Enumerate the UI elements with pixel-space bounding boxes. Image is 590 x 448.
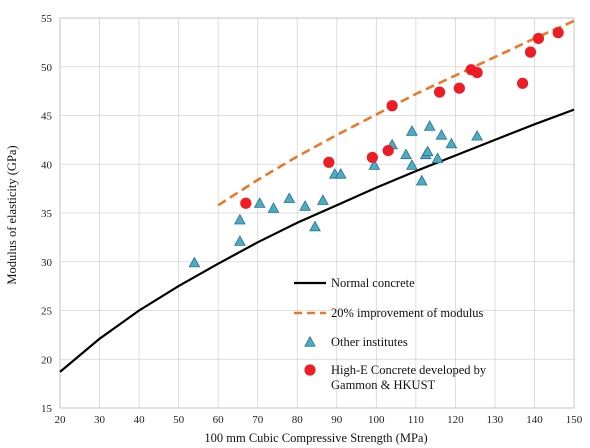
x-tick-label: 70 — [252, 414, 264, 426]
other-institutes-point — [471, 129, 483, 141]
y-tick-label: 25 — [41, 306, 53, 318]
high-e-concrete-point — [471, 67, 483, 79]
other-institutes-point — [423, 120, 436, 131]
high-e-concrete-point — [552, 27, 564, 39]
legend-label: Normal concrete — [331, 276, 415, 290]
other-institutes-point — [445, 137, 458, 149]
x-tick-label: 60 — [213, 414, 225, 426]
high-e-concrete-point — [524, 46, 537, 58]
high-e-concrete-point — [433, 86, 446, 98]
other-institutes-point — [415, 174, 428, 186]
high-e-concrete-point — [323, 156, 335, 168]
other-institutes-point — [283, 192, 296, 203]
other-institutes-point — [267, 202, 280, 213]
x-tick-label: 90 — [331, 414, 343, 426]
y-tick-label: 55 — [41, 13, 53, 25]
x-axis-title: 100 mm Cubic Compressive Strength (MPa) — [204, 431, 427, 445]
other-institutes-point — [406, 159, 418, 170]
x-tick-label: 140 — [526, 414, 543, 426]
other-institutes-point — [234, 213, 246, 225]
legend-label: Other institutes — [331, 335, 408, 349]
plot-area-frame — [59, 17, 575, 409]
x-tick-label: 50 — [173, 414, 185, 426]
other-institutes-point — [406, 125, 418, 136]
y-axis-tick-labels: 15 20 25 30 35 40 45 50 55 — [41, 13, 53, 415]
x-tick-label: 120 — [447, 414, 464, 426]
y-tick-label: 15 — [41, 403, 53, 415]
other-institutes-point — [317, 194, 329, 205]
legend-label: 20% improvement of modulus — [331, 306, 484, 320]
legend-label: High-E Concrete developed by — [331, 363, 487, 377]
high-e-concrete-point — [382, 145, 394, 157]
y-tick-label: 35 — [41, 208, 53, 220]
x-tick-label: 150 — [566, 414, 583, 426]
x-tick-label: 40 — [134, 414, 146, 426]
legend-key-high-e-concrete — [304, 364, 316, 376]
x-tick-label: 80 — [292, 414, 304, 426]
other-institutes-point — [368, 159, 381, 170]
x-tick-label: 130 — [487, 414, 504, 426]
other-institutes-point — [188, 256, 201, 268]
other-institutes-point — [334, 167, 347, 179]
x-tick-label: 110 — [408, 414, 425, 426]
y-tick-label: 50 — [41, 62, 53, 74]
other-institutes-point — [400, 148, 412, 160]
other-institutes-point — [309, 220, 321, 232]
high-e-concrete-point — [453, 82, 465, 94]
x-axis-tick-labels: 20 30 40 50 60 70 80 90 100 110 120 130 140 150 — [55, 414, 583, 426]
x-tick-label: 30 — [94, 414, 106, 426]
high-e-concrete-point — [366, 151, 378, 164]
high-e-concrete-point — [517, 77, 529, 89]
other-institutes-point — [234, 235, 246, 246]
y-tick-label: 20 — [41, 354, 53, 366]
legend: Normal concrete 20% improvement of modulu… — [294, 276, 487, 392]
high-e-concrete-point — [532, 32, 545, 45]
legend-label: Gammon & HKUST — [331, 378, 436, 392]
high-e-concrete-point — [240, 197, 252, 209]
x-tick-label: 20 — [55, 414, 67, 426]
y-tick-label: 45 — [41, 111, 53, 123]
y-tick-label: 30 — [41, 257, 53, 269]
other-institutes-point — [431, 152, 444, 164]
series-markers — [188, 27, 564, 268]
x-tick-label: 100 — [368, 414, 385, 426]
normal-concrete-curve — [59, 108, 575, 373]
y-axis-title: Modulus of elasticity (GPa) — [5, 145, 19, 284]
other-institutes-point — [253, 197, 266, 208]
legend-key-other-institutes — [304, 335, 316, 347]
other-institutes-point — [435, 128, 448, 140]
high-e-concrete-point — [386, 100, 398, 112]
y-tick-label: 40 — [41, 159, 53, 171]
other-institutes-point — [421, 145, 434, 157]
other-institutes-point — [299, 200, 311, 211]
